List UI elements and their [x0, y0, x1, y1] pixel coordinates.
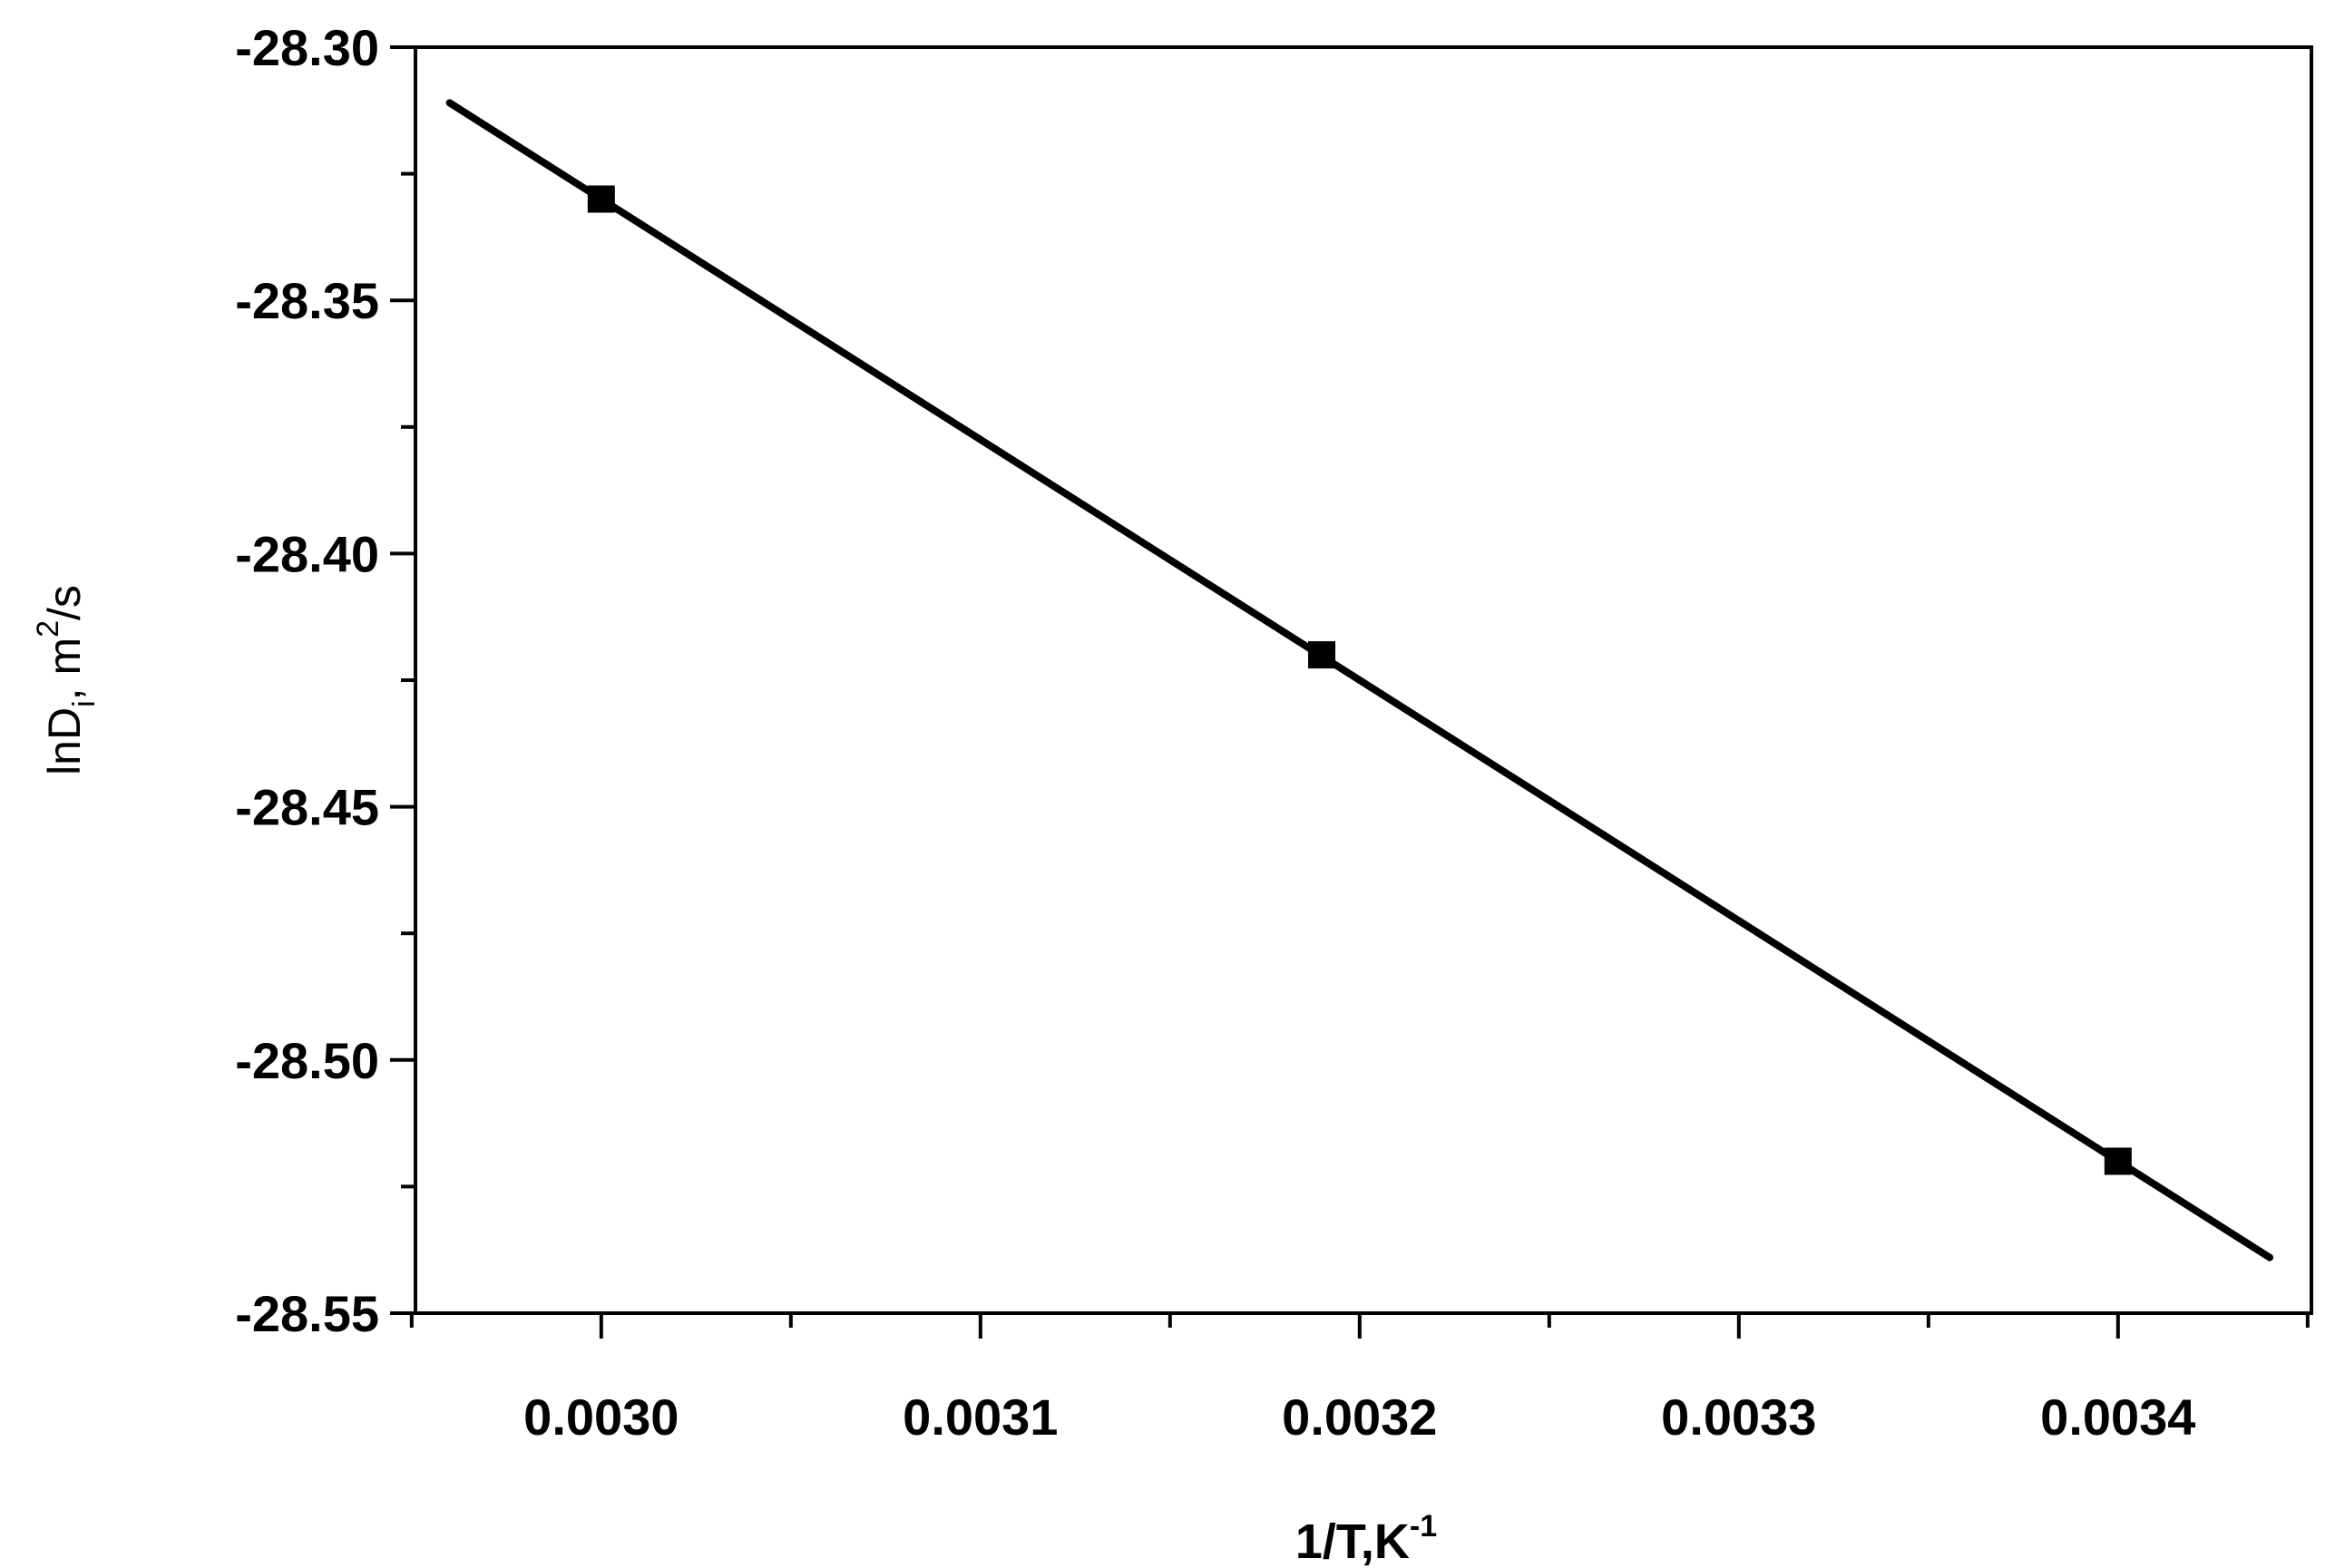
data-point — [587, 185, 615, 213]
x-axis-title: 1/T,K-1 — [1295, 1509, 1437, 1568]
x-tick-label: 0.0030 — [523, 1388, 679, 1446]
y-tick-label: -28.45 — [235, 779, 379, 836]
y-axis: -28.30 -28.35 -28.40 -28.45 -28.50 -28.55 — [235, 19, 415, 1342]
data-point — [2104, 1147, 2132, 1175]
y-axis-title: lnDi, m2/s — [31, 585, 102, 775]
x-tick-label: 0.0032 — [1282, 1388, 1437, 1446]
y-tick-label: -28.35 — [235, 272, 379, 329]
fit-line — [445, 99, 2274, 1261]
data-point — [1308, 641, 1336, 669]
y-tick-label: -28.30 — [235, 19, 379, 76]
y-tick-label: -28.40 — [235, 525, 379, 582]
x-axis: 0.0030 0.0031 0.0032 0.0033 0.0034 — [409, 1313, 2310, 1446]
x-tick-label: 0.0034 — [2040, 1388, 2195, 1446]
x-tick-label: 0.0033 — [1661, 1388, 1816, 1446]
y-tick-label: -28.50 — [235, 1032, 379, 1089]
y-tick-label: -28.55 — [235, 1285, 379, 1342]
x-tick-label: 0.0031 — [903, 1388, 1058, 1446]
series-layer — [445, 99, 2274, 1261]
